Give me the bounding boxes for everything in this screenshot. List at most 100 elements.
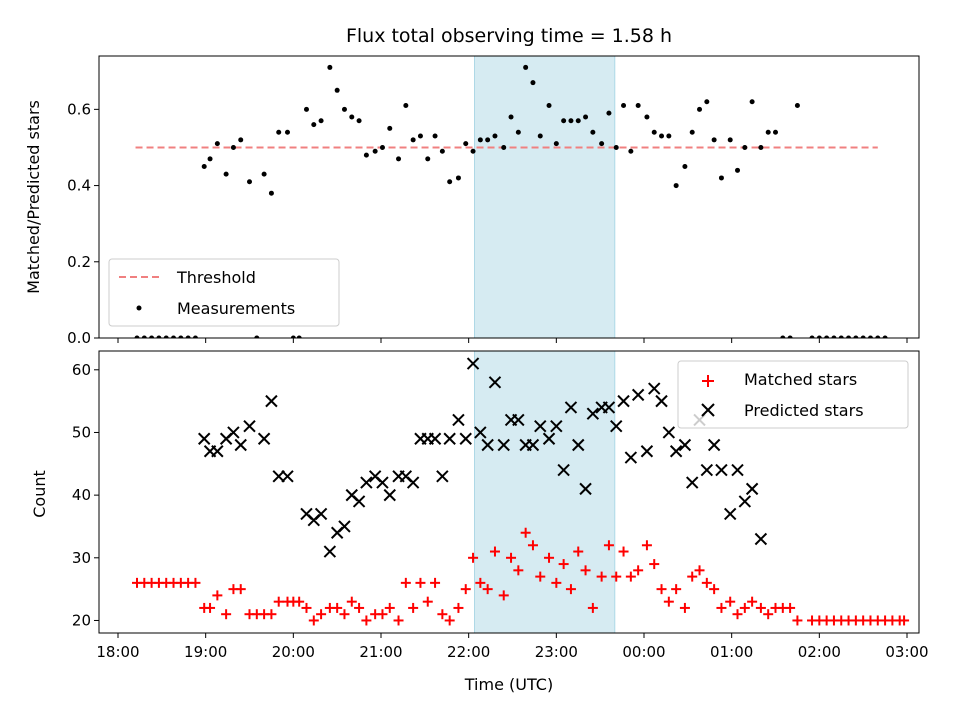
matched-stars-marker — [747, 596, 758, 607]
count-legend: Matched stars Predicted stars — [677, 360, 909, 429]
measurement-point — [599, 141, 605, 147]
x-tick-label: 18:00 — [96, 643, 139, 661]
matched-stars-marker — [663, 596, 674, 607]
legend-measurements-label: Measurements — [177, 299, 295, 318]
matched-stars-marker — [527, 540, 538, 551]
predicted-stars-marker — [579, 482, 592, 496]
measurement-point — [311, 122, 317, 128]
matched-stars-marker — [354, 602, 365, 613]
predicted-stars-marker — [640, 445, 654, 458]
matched-stars-marker — [482, 584, 493, 595]
predicted-stars-marker — [512, 413, 525, 427]
predicted-stars-marker — [631, 388, 645, 402]
measurement-point — [831, 335, 837, 338]
measurement-point — [341, 106, 347, 112]
ratio-y-ticks: 0.0 0.2 0.4 0.6 — [67, 100, 99, 347]
matched-stars-marker — [190, 577, 201, 588]
predicted-stars-marker — [550, 419, 563, 433]
predicted-stars-marker — [700, 463, 714, 477]
ratio-y-axis-label: Matched/Predicted stars — [24, 100, 43, 294]
matched-stars-marker — [625, 571, 636, 582]
y-tick-label: 0.0 — [67, 329, 91, 347]
predicted-stars-marker — [564, 401, 578, 414]
matched-stars-marker — [489, 546, 500, 557]
predicted-stars-marker — [314, 507, 328, 521]
predicted-stars-marker — [466, 357, 480, 370]
y-tick-label: 50 — [72, 423, 91, 441]
chart-title: Flux total observing time = 1.58 h — [346, 25, 672, 47]
matched-stars-marker — [687, 571, 698, 582]
matched-stars-marker — [649, 559, 660, 570]
ratio-axes-frame — [98, 55, 920, 339]
predicted-stars-marker — [459, 432, 472, 445]
matched-stars-marker — [400, 577, 411, 588]
matched-stars-marker — [656, 584, 667, 595]
measurement-point — [356, 118, 362, 124]
predicted-stars-marker — [707, 438, 721, 452]
measurement-point — [682, 164, 688, 170]
measurement-point — [568, 118, 574, 124]
measurement-point — [583, 114, 589, 120]
measurement-point — [846, 335, 852, 338]
matched-stars-marker — [212, 590, 223, 601]
measurement-point — [477, 137, 483, 143]
measurement-point — [515, 129, 521, 135]
measurement-point — [853, 335, 859, 338]
measurement-point — [635, 103, 641, 109]
measurement-point — [254, 335, 260, 338]
matched-stars-marker — [339, 609, 350, 620]
measurement-point — [410, 137, 416, 143]
predicted-stars-marker — [323, 545, 337, 558]
predicted-stars-marker — [745, 482, 759, 496]
measurement-point — [223, 171, 229, 177]
measurement-point — [485, 137, 491, 143]
measurement-point — [396, 156, 402, 162]
measurement-point — [163, 335, 169, 338]
legend-measurements-swatch — [136, 305, 142, 311]
matched-stars-marker — [453, 602, 464, 613]
predicted-stars-marker — [602, 401, 616, 414]
matched-stars-marker — [716, 602, 727, 613]
y-tick-label: 40 — [72, 486, 91, 504]
predicted-stars-marker — [557, 463, 570, 477]
predicted-stars-marker — [678, 438, 692, 452]
measurement-point — [704, 99, 710, 105]
measurement-point — [501, 144, 507, 150]
predicted-stars-marker — [211, 445, 224, 458]
count-axes-frame — [98, 350, 920, 634]
measurement-point — [613, 144, 619, 150]
predicted-stars-marker — [352, 495, 366, 508]
matched-stars-marker — [308, 615, 319, 626]
measurement-point — [349, 114, 355, 120]
measurement-point — [758, 144, 764, 150]
matched-stars-marker — [475, 577, 486, 588]
predicted-stars-marker — [586, 407, 600, 420]
measurement-point — [261, 171, 267, 177]
measurement-point — [327, 64, 333, 70]
matched-stars-marker — [596, 571, 607, 582]
matched-stars-marker — [785, 602, 796, 613]
measurement-point — [882, 335, 888, 338]
x-axis-label: Time (UTC) — [464, 675, 553, 694]
highlight-span-bottom — [474, 351, 615, 633]
predicted-stars-marker — [715, 463, 728, 477]
x-tick-label: 20:00 — [272, 643, 315, 661]
predicted-stars-marker — [738, 495, 752, 508]
measurement-point — [417, 133, 423, 139]
predicted-stars-marker — [497, 438, 510, 452]
legend-predicted-label: Predicted stars — [744, 401, 864, 420]
measurement-point — [794, 103, 800, 109]
x-tick-label: 02:00 — [798, 643, 841, 661]
measurement-point — [178, 335, 184, 338]
measurement-point — [387, 125, 393, 131]
matched-stars-marker — [361, 615, 372, 626]
legend-matched-swatch — [702, 375, 714, 387]
measurement-point — [666, 133, 672, 139]
measurement-point — [318, 118, 324, 124]
matched-stars-marker — [460, 584, 471, 595]
predicted-stars-marker — [234, 438, 247, 452]
predicted-stars-marker — [723, 507, 737, 521]
count-x-ticks: 18:00 19:00 20:00 21:00 22:00 23:00 00:00 01:00… — [96, 633, 929, 661]
measurement-point — [659, 133, 665, 139]
measurement-point — [470, 148, 476, 154]
